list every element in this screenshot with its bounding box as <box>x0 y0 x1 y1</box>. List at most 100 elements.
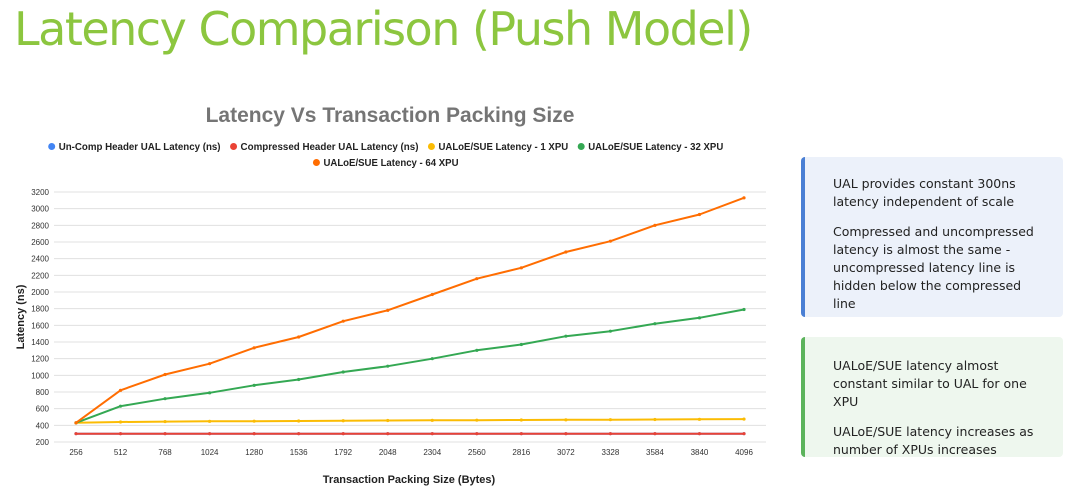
data-point <box>608 418 613 422</box>
y-tick-label: 600 <box>36 405 50 414</box>
x-tick-label: 1024 <box>201 448 219 457</box>
data-point <box>430 418 434 422</box>
data-point <box>697 432 702 436</box>
data-point <box>697 417 702 421</box>
data-point <box>653 223 657 227</box>
legend-marker <box>427 143 435 150</box>
note-text: UAL provides constant 300ns latency inde… <box>833 176 1016 209</box>
legend-label: Un-Comp Header UAL Latency (ns) <box>59 142 221 153</box>
data-point <box>74 421 78 425</box>
y-tick-label: 2200 <box>31 271 49 280</box>
series-line <box>75 196 745 424</box>
data-point <box>208 362 212 366</box>
data-point <box>697 316 702 320</box>
data-point <box>252 419 256 423</box>
data-point <box>564 250 568 254</box>
data-point <box>519 342 523 347</box>
y-tick-label: 800 <box>36 388 50 397</box>
data-point <box>163 397 167 401</box>
data-point <box>653 322 657 326</box>
legend-marker <box>312 159 320 166</box>
y-tick-label: 400 <box>36 421 50 430</box>
y-tick-label: 2800 <box>31 221 49 230</box>
x-tick-label: 1536 <box>290 448 308 457</box>
data-point <box>519 432 523 436</box>
x-tick-label: 2048 <box>379 448 397 457</box>
y-tick-label: 1600 <box>31 321 49 330</box>
y-tick-label: 2400 <box>31 255 49 264</box>
data-point <box>608 239 613 243</box>
data-point <box>74 432 78 436</box>
note-sue-latency: UALoE/SUE latency almost constant simila… <box>801 337 1063 457</box>
legend-item: UALoE/SUE Latency - 64 XPU <box>312 158 459 169</box>
legend-marker <box>230 143 238 150</box>
data-point <box>208 432 212 436</box>
data-point <box>118 404 123 408</box>
slide-title: Latency Comparison (Push Model) <box>14 2 753 56</box>
data-point <box>341 319 345 323</box>
note-text: UALoE/SUE latency increases as number of… <box>833 424 1034 457</box>
chart-title: Latency Vs Transaction Packing Size <box>206 104 575 127</box>
y-tick-label: 2600 <box>31 238 49 247</box>
legend-item: Un-Comp Header UAL Latency (ns) <box>48 142 221 153</box>
x-axis-ticks: 256 512 768 1024 1280 1536 1792 2048 2304 2560 281… <box>69 448 753 457</box>
data-point <box>252 432 256 436</box>
data-point <box>608 432 613 436</box>
data-point <box>118 388 123 392</box>
note-text: UALoE/SUE latency almost constant simila… <box>833 358 1027 409</box>
x-tick-label: 1280 <box>245 448 263 457</box>
data-point <box>163 432 167 436</box>
legend-item: Compressed Header UAL Latency (ns) <box>230 142 418 153</box>
series-line <box>75 308 745 424</box>
chart-legend: Un-Comp Header UAL Latency (ns) Compresse… <box>48 142 723 169</box>
data-point <box>386 364 390 368</box>
data-point <box>564 432 568 436</box>
chart-series <box>74 196 746 436</box>
x-tick-label: 768 <box>158 448 172 457</box>
data-point <box>118 432 123 436</box>
data-point <box>608 329 613 333</box>
y-tick-label: 3000 <box>31 205 49 214</box>
data-point <box>386 308 390 312</box>
y-axis-ticks: 200 400 600 800 1000 1200 1400 1600 1800 2000 2200… <box>31 188 49 447</box>
data-point <box>519 266 523 270</box>
data-point <box>430 432 434 436</box>
legend-label: Compressed Header UAL Latency (ns) <box>241 142 419 153</box>
x-tick-label: 3584 <box>646 448 664 457</box>
chart-grid <box>54 191 766 443</box>
legend-item: UALoE/SUE Latency - 1 XPU <box>427 142 568 153</box>
legend-marker <box>48 143 56 150</box>
series-1 <box>74 432 746 436</box>
data-point <box>475 348 479 352</box>
data-point <box>430 357 434 361</box>
data-point <box>564 418 568 422</box>
y-tick-label: 1000 <box>31 371 49 380</box>
x-tick-label: 1792 <box>334 448 352 457</box>
data-point <box>252 383 256 387</box>
x-tick-label: 256 <box>69 448 83 457</box>
data-point <box>163 372 167 377</box>
legend-marker <box>577 143 585 150</box>
y-tick-label: 1200 <box>31 355 49 364</box>
x-tick-label: 2816 <box>512 448 530 457</box>
data-point <box>386 432 390 436</box>
data-point <box>252 346 256 350</box>
x-tick-label: 2560 <box>468 448 486 457</box>
data-point <box>163 419 167 424</box>
legend-item: UALoE/SUE Latency - 32 XPU <box>577 142 723 153</box>
data-point <box>653 432 657 436</box>
data-point <box>475 277 479 281</box>
y-tick-label: 1400 <box>31 338 49 347</box>
series-line <box>75 418 745 424</box>
legend-label: UALoE/SUE Latency - 1 XPU <box>438 142 568 153</box>
data-point <box>475 432 479 436</box>
data-point <box>208 391 212 395</box>
data-point <box>297 377 301 382</box>
x-tick-label: 4096 <box>735 448 753 457</box>
data-point <box>297 432 301 436</box>
data-point <box>341 370 345 374</box>
data-point <box>297 335 301 339</box>
data-point <box>742 307 746 312</box>
data-point <box>742 196 746 200</box>
x-tick-label: 2304 <box>423 448 441 457</box>
